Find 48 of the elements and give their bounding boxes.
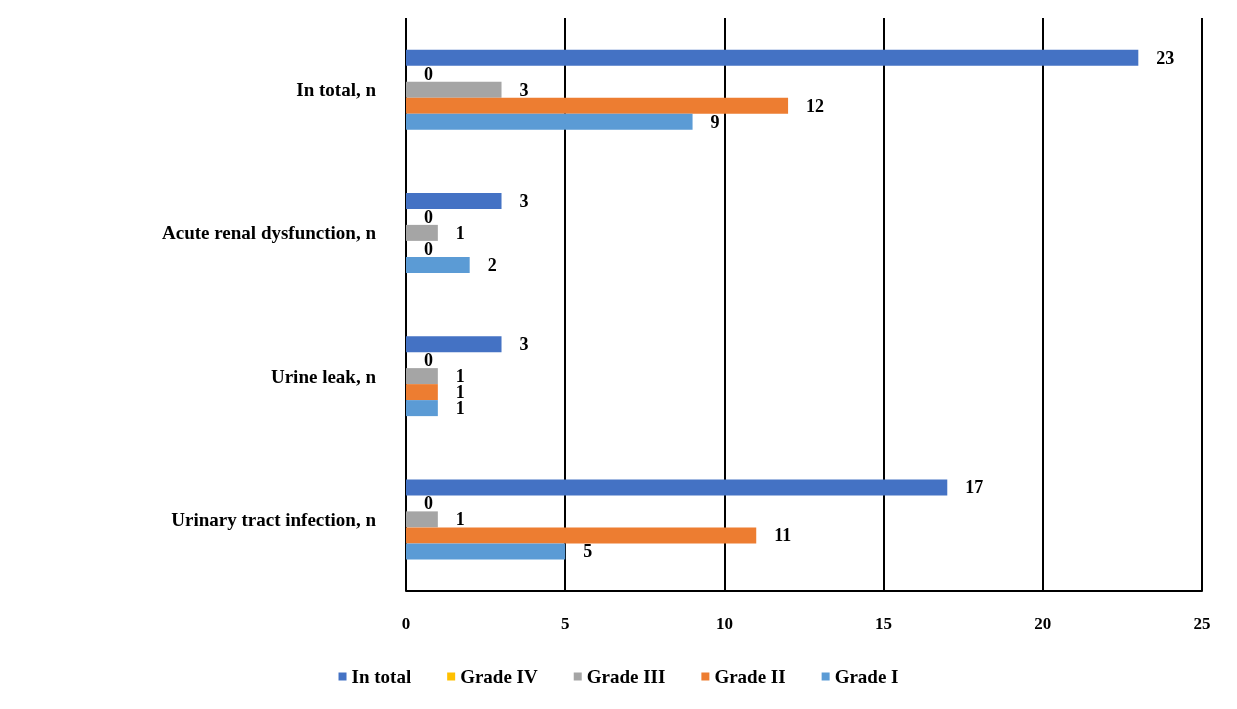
y-tick-label: In total, n (296, 79, 377, 101)
bar (406, 479, 948, 496)
legend-label: Grade IV (460, 666, 539, 687)
bar (406, 49, 1139, 66)
data-label: 0 (424, 493, 433, 514)
data-label: 0 (424, 238, 433, 259)
bar (406, 384, 438, 401)
bar (406, 543, 566, 560)
y-tick-label: Urine leak, n (270, 365, 377, 387)
data-label: 12 (806, 95, 825, 116)
x-tick-label: 0 (401, 614, 411, 633)
data-label: 3 (519, 190, 529, 211)
x-tick-label: 15 (875, 614, 893, 633)
bar (406, 113, 693, 130)
x-tick-label: 5 (560, 614, 570, 633)
data-label: 0 (424, 350, 433, 371)
bar (406, 527, 757, 544)
data-label: 17 (965, 477, 984, 498)
data-label: 23 (1156, 47, 1175, 68)
y-tick-label: Acute renal dysfunction, n (162, 222, 377, 244)
data-label: 0 (424, 206, 433, 227)
x-tick-label: 10 (715, 614, 733, 633)
data-label: 11 (774, 525, 792, 546)
data-label: 1 (455, 222, 465, 243)
legend-label: In total (351, 666, 412, 687)
x-tick-label: 20 (1034, 614, 1052, 633)
bar (406, 336, 502, 353)
bar (406, 192, 502, 209)
data-label: 3 (519, 79, 529, 100)
y-tick-label: Urinary tract infection, n (171, 508, 377, 530)
bar (406, 256, 470, 273)
data-label: 3 (519, 334, 529, 355)
data-label: 9 (710, 111, 720, 132)
legend-label: Grade III (586, 666, 666, 687)
bar (406, 224, 438, 241)
bar (406, 81, 502, 98)
legend-label: Grade I (834, 666, 899, 687)
data-label: 1 (455, 509, 465, 530)
data-label: 0 (424, 63, 433, 84)
bar (406, 97, 789, 114)
bar (406, 400, 438, 417)
data-label: 2 (487, 254, 497, 275)
data-label: 1 (455, 398, 465, 419)
bar (406, 511, 438, 528)
bar (406, 368, 438, 385)
data-label: 5 (583, 541, 593, 562)
legend-label: Grade II (714, 666, 786, 687)
x-tick-label: 25 (1193, 614, 1211, 633)
